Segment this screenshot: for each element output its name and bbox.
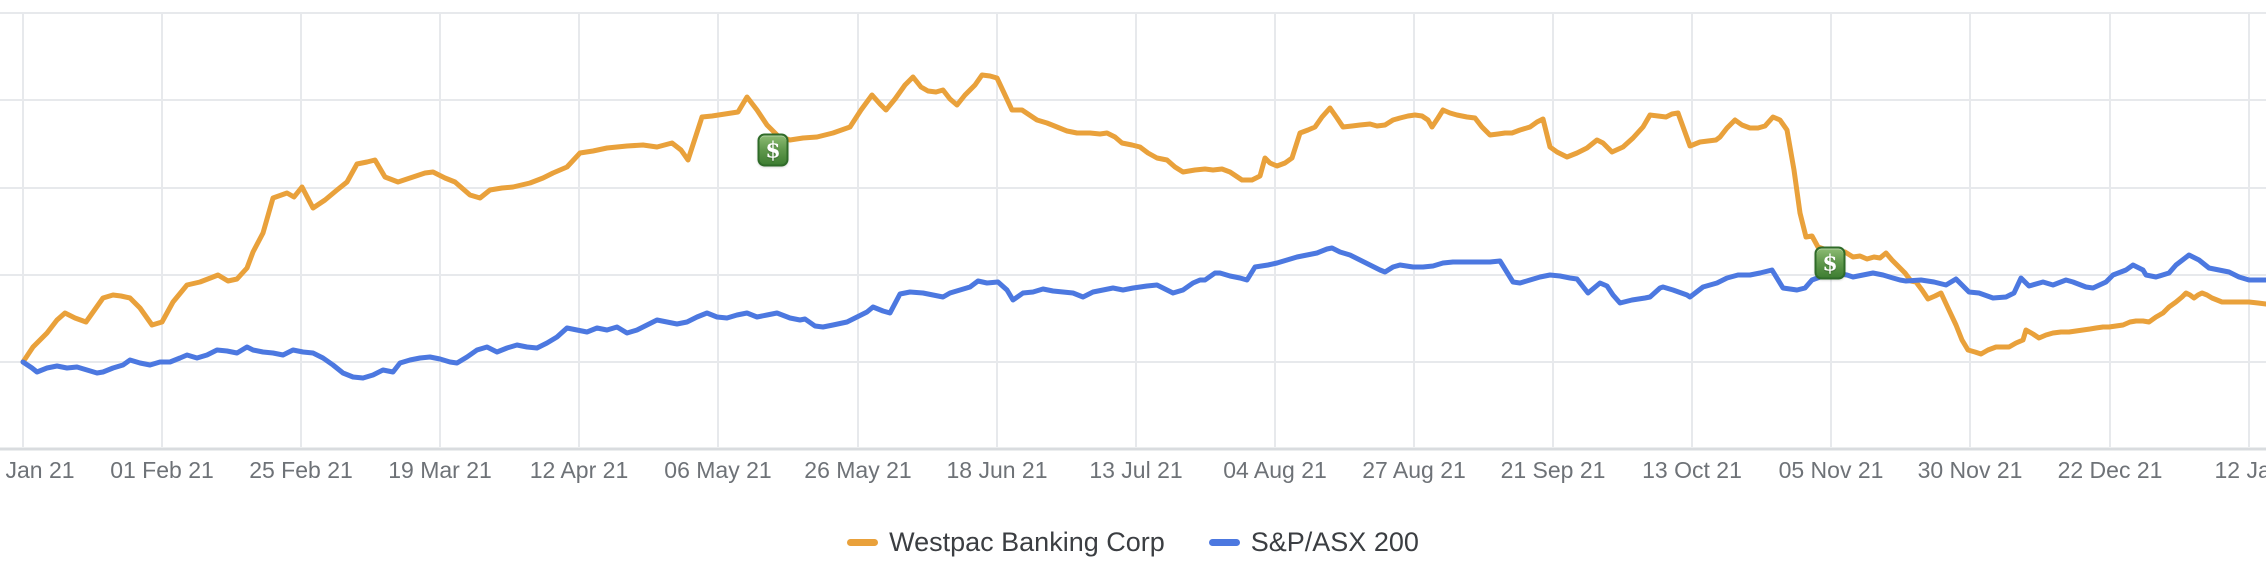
legend-label-asx200: S&P/ASX 200 xyxy=(1250,526,1419,557)
gridlines xyxy=(0,12,2266,451)
series-line-westpac-banking-corp xyxy=(20,72,2266,365)
dollar-icon: $ xyxy=(765,137,781,163)
dollar-icon: $ xyxy=(1822,250,1838,276)
legend-item-westpac: Westpac Banking Corp xyxy=(847,527,1165,558)
legend-item-asx200: S&P/ASX 200 xyxy=(1208,526,1419,558)
dollar-dividend-badge-1[interactable]: $ xyxy=(757,133,789,167)
legend-label-westpac: Westpac Banking Corp xyxy=(889,526,1165,557)
legend-swatch-westpac xyxy=(847,538,879,546)
legend: Westpac Banking Corp S&P/ASX 200 xyxy=(0,523,2266,561)
legend-swatch-asx200 xyxy=(1208,538,1240,546)
series-line-s-p-asx-200 xyxy=(20,245,2266,381)
series-lines xyxy=(20,72,2266,381)
dollar-dividend-badge-2[interactable]: $ xyxy=(1814,246,1846,280)
